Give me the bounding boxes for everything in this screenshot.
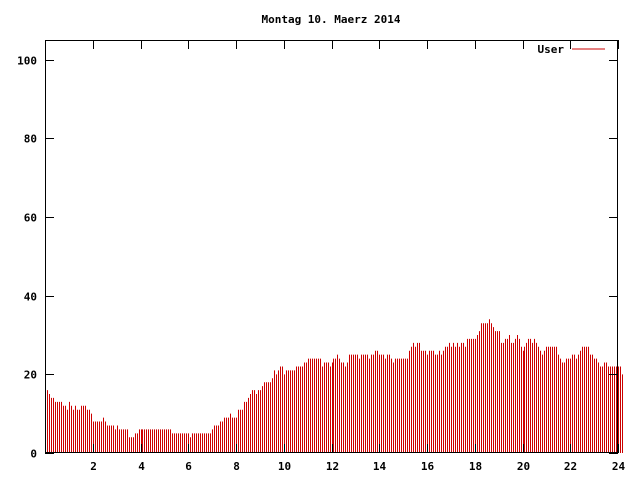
x-tick-label: 10 bbox=[278, 460, 291, 473]
x-tick-label: 14 bbox=[373, 460, 387, 473]
x-tick-label: 4 bbox=[138, 460, 145, 473]
x-tick-label: 2 bbox=[90, 460, 97, 473]
y-tick-label: 0 bbox=[30, 448, 37, 461]
plot-border bbox=[45, 40, 618, 453]
x-tick-label: 18 bbox=[469, 460, 482, 473]
x-tick-label: 8 bbox=[233, 460, 240, 473]
bar-series bbox=[45, 319, 623, 453]
y-tick-label: 100 bbox=[17, 55, 37, 68]
x-tick-label: 20 bbox=[517, 460, 530, 473]
chart-title: Montag 10. Maerz 2014 bbox=[261, 13, 400, 26]
y-tick-label: 60 bbox=[24, 212, 37, 225]
x-tick-label: 16 bbox=[421, 460, 435, 473]
legend: User bbox=[538, 43, 605, 56]
x-tick-label: 22 bbox=[564, 460, 577, 473]
legend-label: User bbox=[538, 43, 565, 56]
y-tick-label: 80 bbox=[24, 133, 37, 146]
x-tick-label: 6 bbox=[185, 460, 192, 473]
x-tick-label: 24 bbox=[612, 460, 626, 473]
x-tick-label: 12 bbox=[326, 460, 339, 473]
y-tick-label: 20 bbox=[24, 369, 37, 382]
y-tick-label: 40 bbox=[24, 291, 37, 304]
